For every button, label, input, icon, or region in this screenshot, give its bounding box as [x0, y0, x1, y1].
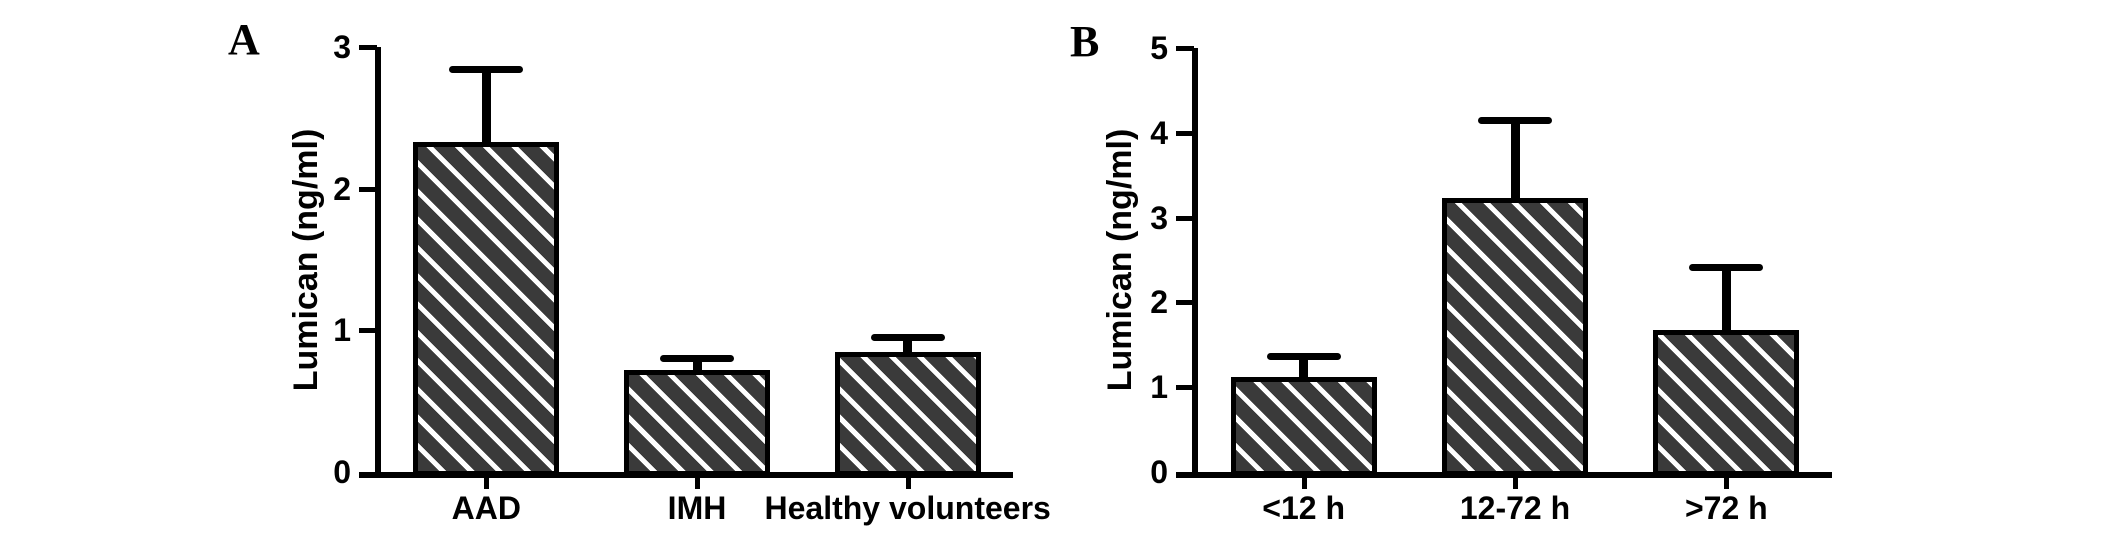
- category-label-12-72-h: 12-72 h: [1459, 490, 1571, 526]
- error-bar-imh: [692, 358, 702, 373]
- category-label-aad: AAD: [451, 490, 521, 526]
- y-tick-label-5: 5: [1150, 30, 1168, 66]
- bar-aad: [413, 141, 560, 476]
- y-axis-line: [1192, 48, 1198, 478]
- bar-healthy-volunteers: [834, 351, 981, 476]
- error-bar-cap-imh: [660, 355, 734, 363]
- y-tick-label-0: 0: [333, 454, 351, 490]
- y-tick-3: [1176, 215, 1194, 221]
- y-tick-label-3: 3: [333, 29, 351, 65]
- error-bar-cap-12-h: [1266, 353, 1341, 361]
- x-tick-72-h: [1724, 478, 1730, 489]
- bar-72-h: [1653, 329, 1800, 476]
- y-tick-label-4: 4: [1150, 114, 1168, 151]
- error-bar-cap-72-h: [1689, 264, 1764, 272]
- category-label-healthy-volunteers: Healthy volunteers: [764, 490, 1051, 526]
- y-axis-line: [375, 47, 381, 478]
- bar-12-72-h: [1442, 198, 1588, 476]
- x-tick-12-h: [1301, 478, 1307, 489]
- category-label-imh: IMH: [667, 490, 727, 526]
- error-bar-aad: [481, 69, 491, 145]
- x-tick-healthy-volunteers: [905, 478, 911, 489]
- error-bar-12-h: [1299, 356, 1309, 381]
- panel-a-label: A: [228, 15, 260, 64]
- x-tick-12-72-h: [1513, 478, 1518, 489]
- y-tick-label-0: 0: [1150, 454, 1168, 490]
- y-tick-1: [359, 328, 377, 334]
- x-tick-imh: [695, 478, 700, 489]
- category-label-72-h: >72 h: [1684, 490, 1768, 526]
- x-tick-aad: [484, 478, 490, 489]
- bar-imh: [624, 370, 770, 476]
- y-tick-1: [1176, 385, 1194, 391]
- y-tick-4: [1176, 130, 1194, 136]
- error-bar-72-h: [1721, 267, 1731, 333]
- panel-b-label: B: [1070, 17, 1100, 66]
- error-bar-cap-healthy-volunteers: [870, 333, 945, 341]
- error-bar-healthy-volunteers: [903, 337, 913, 355]
- y-tick-3: [359, 45, 377, 50]
- error-bar-12-72-h: [1510, 120, 1520, 202]
- y-tick-label-1: 1: [333, 312, 351, 349]
- bar-12-h: [1230, 377, 1377, 476]
- y-tick-label-1: 1: [1150, 369, 1168, 406]
- y-tick-label-3: 3: [1150, 199, 1168, 236]
- y-tick-2: [1176, 300, 1194, 306]
- y-tick-5: [1176, 46, 1194, 51]
- y-tick-label-2: 2: [1150, 284, 1168, 321]
- error-bar-cap-aad: [449, 66, 524, 74]
- error-bar-cap-12-72-h: [1478, 117, 1552, 125]
- category-label-12-h: <12 h: [1262, 490, 1346, 526]
- y-tick-label-2: 2: [333, 170, 351, 207]
- y-tick-2: [359, 186, 377, 192]
